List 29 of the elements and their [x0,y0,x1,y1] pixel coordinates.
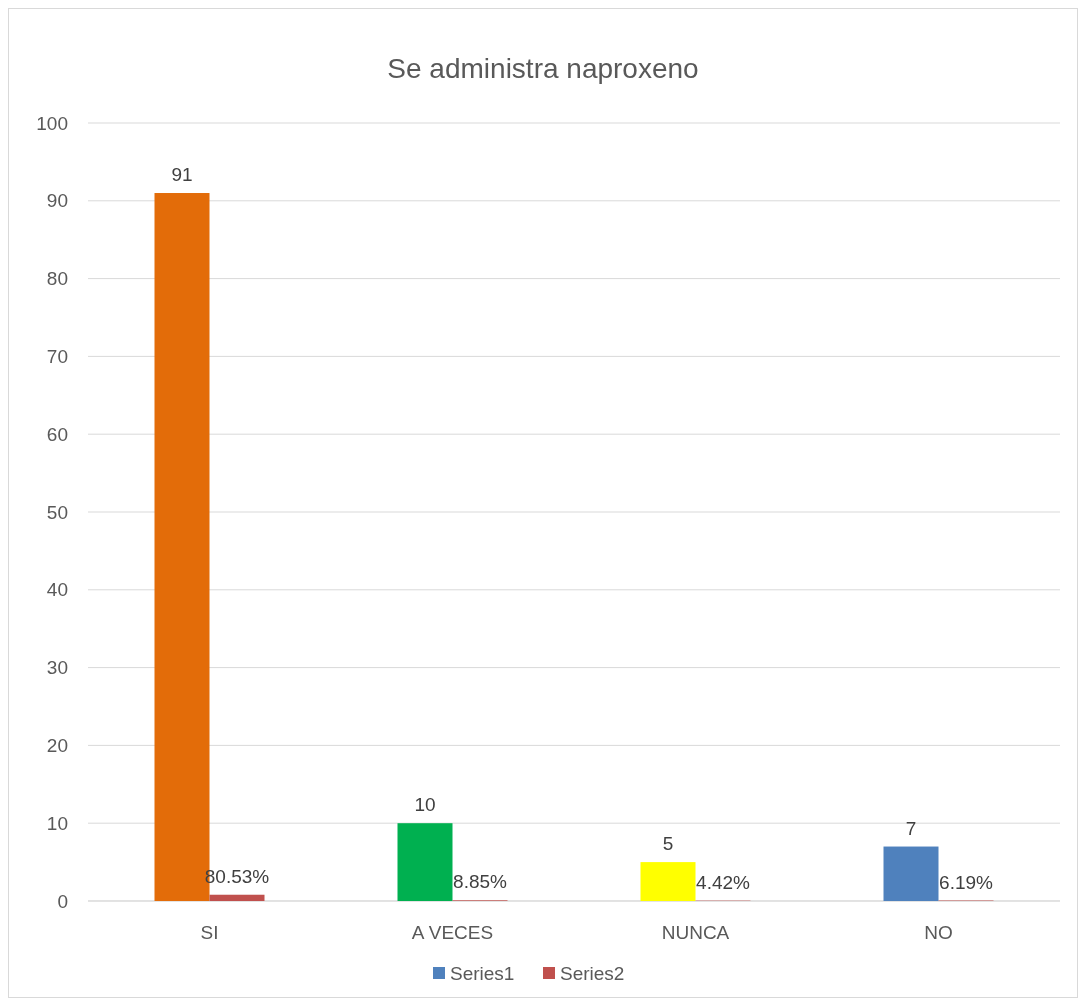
y-tick-label: 50 [46,501,68,523]
x-tick-label: SI [200,922,219,943]
y-tick-label: 70 [46,346,68,368]
legend-label: Series2 [560,962,625,984]
x-tick-label: NUNCA [661,922,730,943]
data-label: 7 [905,817,917,839]
data-label: 91 [171,164,193,186]
y-tick-label: 20 [46,735,68,757]
y-tick-label: 40 [46,579,68,601]
bar [209,894,265,901]
bar [883,846,939,901]
bar [640,862,696,901]
y-tick-label: 60 [46,423,68,445]
x-tick-label: NO [924,922,953,943]
x-tick-label: A VECES [411,922,494,943]
chart-title: Se administra naproxeno [387,53,699,84]
y-tick-label: 80 [46,268,68,290]
y-tick-label: 0 [57,890,68,912]
bar [397,823,453,901]
legend-label: Series1 [450,962,515,984]
y-tick-label: 30 [46,657,68,679]
data-label: 10 [414,794,436,816]
data-label: 8.85% [453,871,508,893]
data-label: 4.42% [696,871,751,893]
y-tick-label: 100 [36,112,68,134]
y-tick-label: 90 [46,190,68,212]
data-label: 6.19% [939,871,994,893]
data-label: 5 [662,833,674,855]
y-tick-label: 10 [46,812,68,834]
